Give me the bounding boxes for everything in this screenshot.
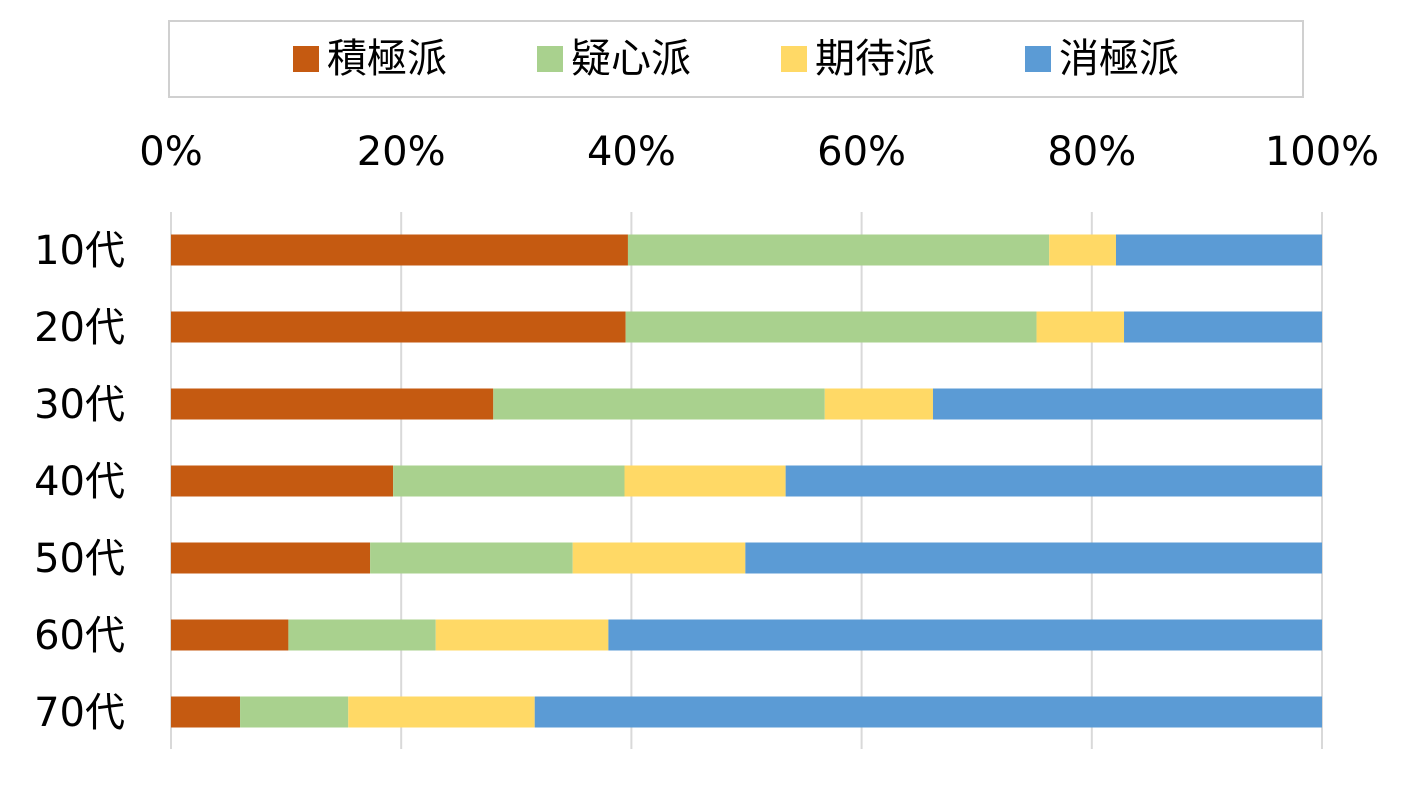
x-tick-label: 80% bbox=[1047, 129, 1136, 175]
chart-legend: 積極派 疑心派 期待派 消極派 bbox=[168, 20, 1304, 98]
x-tick-label: 20% bbox=[357, 129, 446, 175]
bar-segment bbox=[932, 388, 1322, 420]
bar-segment bbox=[171, 465, 394, 497]
y-category-label: 50代 bbox=[34, 536, 125, 582]
bar-segment bbox=[572, 542, 746, 574]
bar-segment bbox=[348, 696, 535, 728]
legend-swatch bbox=[293, 46, 319, 72]
bar-segment bbox=[627, 234, 1050, 266]
bar-segment bbox=[240, 696, 349, 728]
legend-label: 積極派 bbox=[327, 36, 447, 82]
bar-segment bbox=[435, 619, 609, 651]
y-category-label: 70代 bbox=[34, 690, 125, 736]
legend-item: 期待派 bbox=[781, 39, 935, 79]
bar-segment bbox=[171, 311, 626, 343]
bar-segment bbox=[625, 311, 1037, 343]
y-category-label: 30代 bbox=[34, 382, 125, 428]
legend-label: 消極派 bbox=[1059, 36, 1179, 82]
bar-segment bbox=[171, 388, 494, 420]
x-tick-label: 100% bbox=[1265, 129, 1379, 175]
bar-segment bbox=[393, 465, 625, 497]
legend-label: 疑心派 bbox=[571, 36, 691, 82]
bar-segment bbox=[171, 542, 371, 574]
bar-segment bbox=[1124, 311, 1322, 343]
legend-swatch bbox=[537, 46, 563, 72]
x-tick-label: 60% bbox=[817, 129, 906, 175]
bar-segment bbox=[493, 388, 825, 420]
legend-item: 疑心派 bbox=[537, 39, 691, 79]
legend-item: 消極派 bbox=[1025, 39, 1179, 79]
bar-segment bbox=[745, 542, 1322, 574]
bar-segment bbox=[1115, 234, 1322, 266]
x-tick-label: 40% bbox=[587, 129, 676, 175]
bar-segment bbox=[608, 619, 1322, 651]
legend-item: 積極派 bbox=[293, 39, 447, 79]
y-category-label: 40代 bbox=[34, 459, 125, 505]
bar-segment bbox=[288, 619, 436, 651]
bar-segment bbox=[785, 465, 1322, 497]
bar-segment bbox=[624, 465, 786, 497]
bar-segment bbox=[370, 542, 573, 574]
y-category-label: 20代 bbox=[34, 305, 125, 351]
x-tick-label: 0% bbox=[139, 129, 202, 175]
bar-segment bbox=[534, 696, 1322, 728]
y-category-label: 10代 bbox=[34, 228, 125, 274]
bar-segment bbox=[824, 388, 933, 420]
y-category-label: 60代 bbox=[34, 613, 125, 659]
legend-label: 期待派 bbox=[815, 36, 935, 82]
legend-swatch bbox=[781, 46, 807, 72]
legend-swatch bbox=[1025, 46, 1051, 72]
bar-segment bbox=[1036, 311, 1125, 343]
bar-segment bbox=[1049, 234, 1116, 266]
bar-segment bbox=[171, 696, 241, 728]
bar-segment bbox=[171, 619, 289, 651]
bar-segment bbox=[171, 234, 628, 266]
